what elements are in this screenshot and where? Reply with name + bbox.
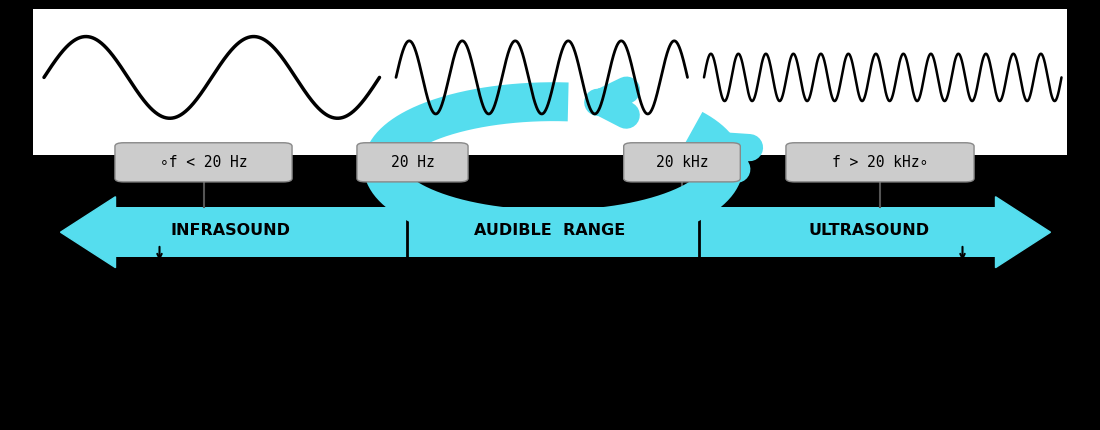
Text: INFRASOUND: INFRASOUND (170, 223, 292, 237)
Text: ULTRASOUND: ULTRASOUND (808, 223, 930, 237)
Text: 20 Hz: 20 Hz (390, 155, 435, 169)
FancyBboxPatch shape (33, 9, 1067, 155)
Text: 20 kHz: 20 kHz (656, 155, 708, 169)
Bar (116, 207, 996, 257)
Text: ∘f < 20 Hz: ∘f < 20 Hz (160, 155, 248, 169)
Polygon shape (996, 197, 1050, 267)
Text: 🦇: 🦇 (834, 313, 871, 375)
Text: 👩: 👩 (531, 324, 569, 386)
FancyBboxPatch shape (624, 143, 740, 182)
FancyBboxPatch shape (116, 143, 292, 182)
Polygon shape (60, 197, 116, 267)
Text: 🐘: 🐘 (170, 314, 214, 383)
FancyBboxPatch shape (356, 143, 469, 182)
Text: f > 20 kHz∘: f > 20 kHz∘ (832, 155, 928, 169)
FancyBboxPatch shape (785, 143, 975, 182)
Text: AUDIBLE  RANGE: AUDIBLE RANGE (474, 223, 626, 237)
